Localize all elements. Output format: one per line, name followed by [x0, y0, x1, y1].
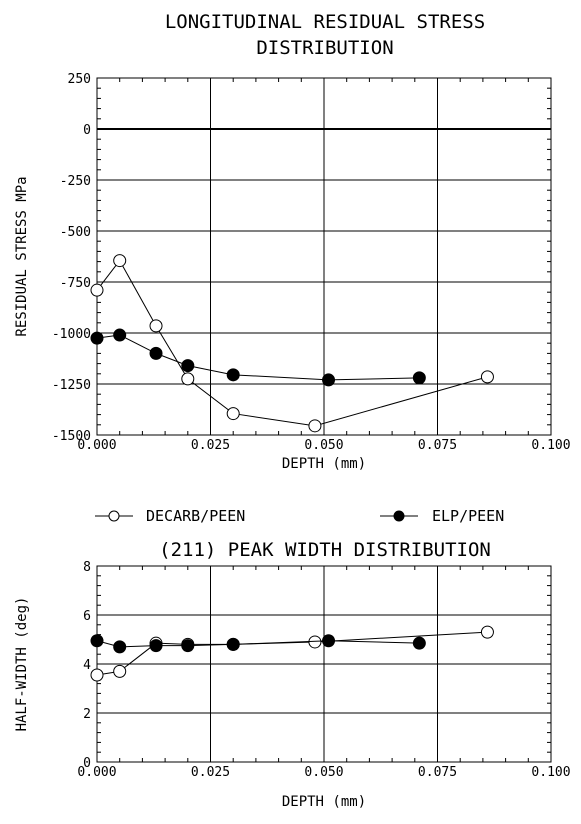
data-point	[181, 359, 195, 373]
legend-marker-elp-peen	[393, 510, 405, 522]
data-point	[226, 637, 240, 651]
data-point	[113, 254, 127, 268]
y-axis-label: HALF-WIDTH (deg)	[14, 597, 30, 732]
data-point	[90, 331, 104, 345]
data-point	[90, 634, 104, 648]
data-point	[226, 368, 240, 382]
data-point	[412, 636, 426, 650]
legend-marker-decarb-peen	[108, 510, 120, 522]
data-point	[90, 283, 104, 297]
series-decarb-peen	[90, 254, 494, 433]
data-point	[113, 640, 127, 654]
data-point	[412, 371, 426, 385]
series-line	[96, 334, 420, 381]
data-point	[149, 346, 163, 360]
y-tick-label: -250	[60, 174, 91, 189]
legend: DECARB/PEEN ELP/PEEN	[95, 507, 504, 525]
x-tick-label: 0.025	[191, 765, 230, 780]
y-tick-label: -1250	[52, 378, 91, 393]
data-point	[322, 373, 336, 387]
y-tick-label: 0	[83, 123, 91, 138]
y-tick-label: 6	[83, 609, 91, 624]
x-tick-label: 0.000	[77, 438, 116, 453]
series-elp-peen	[90, 634, 426, 654]
chart1-title-line1: LONGITUDINAL RESIDUAL STRESS	[165, 11, 485, 33]
data-point	[226, 407, 240, 421]
chart1-title-line2: DISTRIBUTION	[256, 37, 393, 59]
series-line	[96, 640, 420, 648]
data-point	[181, 372, 195, 386]
x-axis-label: DEPTH (mm)	[282, 794, 366, 810]
x-tick-label: 0.000	[77, 765, 116, 780]
data-point	[149, 319, 163, 333]
y-tick-label: 0	[83, 756, 91, 771]
legend-label-decarb-peen: DECARB/PEEN	[146, 507, 245, 525]
plot-frame	[96, 565, 552, 763]
data-point	[113, 664, 127, 678]
y-tick-label: -750	[60, 276, 91, 291]
y-tick-label: 2	[83, 707, 91, 722]
data-point	[480, 625, 494, 639]
data-point	[308, 419, 322, 433]
plot-frame	[96, 77, 552, 436]
y-tick-label: -500	[60, 225, 91, 240]
y-tick-label: 250	[68, 72, 91, 87]
series-line	[96, 259, 488, 427]
x-tick-label: 0.100	[531, 765, 570, 780]
series-decarb-peen	[90, 625, 494, 682]
x-tick-label: 0.025	[191, 438, 230, 453]
y-tick-label: 4	[83, 658, 91, 673]
x-tick-label: 0.075	[418, 765, 457, 780]
chart-peak-width: 0 2 4 6 8 0.000 0.025 0.050 0.075 0.100 DEPTH (mm)…	[14, 560, 571, 810]
x-axis-label: DEPTH (mm)	[282, 456, 366, 472]
data-point	[181, 639, 195, 653]
x-tick-label: 0.100	[531, 438, 570, 453]
data-point	[322, 634, 336, 648]
series-elp-peen	[90, 328, 426, 387]
data-point	[113, 328, 127, 342]
data-point	[90, 668, 104, 682]
chart2-title: (211) PEAK WIDTH DISTRIBUTION	[159, 539, 491, 561]
y-tick-label: 8	[83, 560, 91, 575]
y-tick-label: -1500	[52, 429, 91, 444]
y-tick-label: -1000	[52, 327, 91, 342]
y-axis-label: RESIDUAL STRESS MPa	[14, 176, 30, 336]
x-tick-label: 0.050	[304, 438, 343, 453]
legend-label-elp-peen: ELP/PEEN	[432, 507, 504, 525]
x-tick-label: 0.075	[418, 438, 457, 453]
data-point	[480, 370, 494, 384]
data-point	[308, 635, 322, 649]
x-tick-label: 0.050	[304, 765, 343, 780]
data-point	[149, 639, 163, 653]
